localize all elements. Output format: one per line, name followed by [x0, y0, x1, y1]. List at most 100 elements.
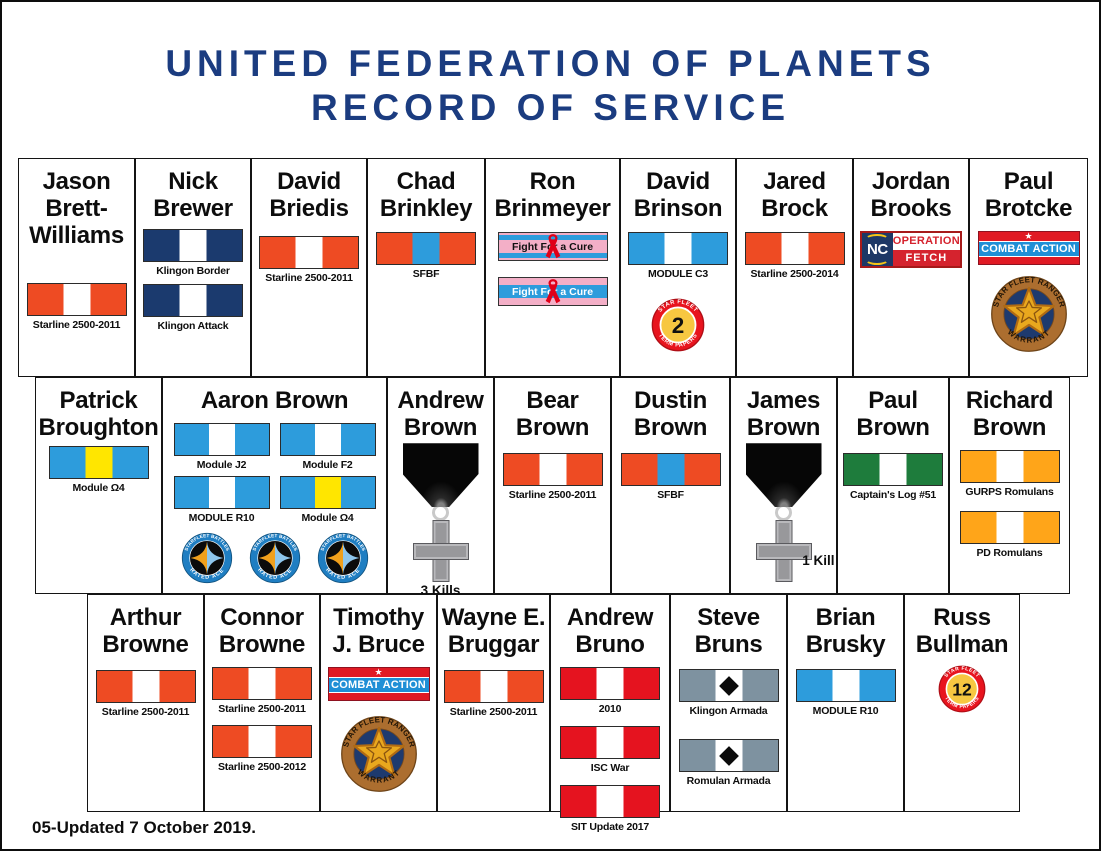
diamond-icon [718, 675, 739, 696]
person-name: Dustin Brown [633, 387, 708, 442]
ribbon-starline-2500-2011 [443, 670, 544, 704]
ribbon-sfbf [376, 232, 476, 266]
diamond-icon [718, 745, 739, 766]
record-cell-connor-browne: Connor Browne Starline 2500-2011 Starlin… [204, 594, 320, 812]
update-note: 05-Updated 7 October 2019. [32, 818, 256, 837]
ranger-star-icon [1002, 287, 1055, 337]
person-name: Bear Brown [515, 387, 590, 442]
ribbon-klingon-border [143, 229, 243, 263]
combat-action-text: COMBAT ACTION [978, 241, 1079, 258]
person-name: Timothy J. Bruce [332, 604, 425, 659]
ribbon-module-r10 [795, 669, 896, 703]
nc-arc-icon [865, 254, 890, 266]
record-cell-james-brown: James Brown 1 Kill [730, 377, 837, 594]
person-name: Jared Brock [761, 168, 828, 223]
person-name: David Brinson [633, 168, 723, 223]
person-name: Aaron Brown [200, 387, 349, 414]
ranger-warrant-badge: STAR FLEET RANGER WARRANT [990, 275, 1067, 353]
medal-drape-ribbon [402, 443, 479, 508]
record-cell-david-briedis: David Briedis Starline 2500-2011 [251, 158, 367, 377]
ribbon-fight-for-a-cure-1: Fight For a Cure [497, 232, 608, 262]
ribbon-label: SFBF [657, 489, 684, 502]
ribbon-module-omega4 [279, 476, 376, 510]
ribbon-pd-romulans [959, 511, 1060, 545]
record-cell-chad-brinkley: Chad Brinkley SFBF [367, 158, 485, 377]
record-cell-timothy-j-bruce: Timothy J. Bruce ★ COMBAT ACTION STAR FL… [320, 594, 437, 812]
ribbon-combat-action: ★ COMBAT ACTION [977, 231, 1080, 266]
person-name: Andrew Bruno [566, 604, 654, 659]
ribbon-label: Starline 2500-2012 [217, 761, 307, 774]
person-name: Jason Brett-Williams [29, 168, 124, 250]
ribbon-label: Starline 2500-2011 [32, 319, 121, 332]
person-name: Paul Brotcke [984, 168, 1073, 223]
record-cell-jared-brock: Jared Brock Starline 2500-2014 [736, 158, 853, 377]
record-cell-dustin-brown: Dustin Brown SFBF [611, 377, 730, 594]
ribbon-2010 [560, 667, 660, 701]
ribbon-label: Starline 2500-2011 [101, 706, 190, 719]
ribbon-label: Klingon Attack [157, 320, 229, 333]
ribbon-module-r10 [173, 476, 270, 510]
ribbon-starline-2500-2012 [212, 725, 312, 759]
ribbon-label: 2010 [598, 703, 622, 716]
rated-ace-medal: STARFLEET BATTLES RATED ACE [181, 532, 232, 584]
page-title: UNITED FEDERATION OF PLANETS RECORD OF S… [2, 42, 1099, 131]
ribbon-starline-2500-2011 [212, 667, 312, 701]
kill-cross-medal: 1 Kill [745, 443, 835, 583]
person-name: Andrew Brown [397, 387, 484, 442]
combat-action-text: COMBAT ACTION [328, 677, 429, 694]
ribbon-label: Starline 2500-2011 [449, 706, 538, 719]
ribbon-label: Captain's Log #51 [849, 489, 937, 502]
ribbon-label: Starline 2500-2011 [265, 272, 353, 285]
ribbon-label: PD Romulans [976, 547, 1043, 560]
awareness-ribbon-icon [545, 233, 560, 258]
person-name: Patrick Broughton [38, 387, 159, 442]
ranger-star-icon [352, 727, 405, 777]
record-cell-wayne-e-bruggar: Wayne E. Bruggar Starline 2500-2011 [437, 594, 550, 812]
ribbon-starline-2500-2011 [26, 283, 127, 317]
ribbon-label: Starline 2500-2014 [750, 268, 839, 281]
star-icon: ★ [1024, 231, 1033, 242]
record-cell-richard-brown: Richard Brown GURPS Romulans PD Romulans [949, 377, 1070, 594]
rated-ace-medal: STARFLEET BATTLES RATED ACE [249, 532, 300, 584]
ribbon-klingon-attack [143, 284, 243, 318]
rated-ace-medal: STARFLEET BATTLES RATED ACE [317, 532, 368, 584]
record-cell-bear-brown: Bear Brown Starline 2500-2011 [494, 377, 611, 594]
ranger-warrant-badge: STAR FLEET RANGER WARRANT [340, 715, 417, 793]
record-cell-brian-brusky: Brian Brusky MODULE R10 [787, 594, 904, 812]
record-cell-patrick-broughton: Patrick Broughton Module Ω4 [35, 377, 162, 594]
person-name: Steve Bruns [694, 604, 763, 659]
ribbon-label: Klingon Armada [689, 705, 768, 718]
ribbon-starline-2500-2011 [502, 453, 603, 487]
ribbon-label: MODULE R10 [188, 512, 255, 525]
operation-text: OPERATION [892, 233, 960, 250]
person-name: Paul Brown [856, 387, 930, 442]
ribbon-romulan-armada [678, 739, 779, 773]
ribbon-isc-war [560, 726, 660, 760]
ribbon-sit-update-2017 [560, 785, 660, 819]
person-name: Ron Brinmeyer [494, 168, 611, 223]
nc-arc-icon [865, 234, 890, 245]
record-cell-jordan-brooks: Jordan Brooks NC OPERATION FETCH [853, 158, 969, 377]
ribbon-module-omega4 [48, 446, 149, 480]
ribbon-label: GURPS Romulans [965, 486, 1054, 499]
ribbon-label: MODULE R10 [812, 705, 879, 718]
ribbon-captains-log-51 [843, 453, 943, 487]
ribbon-nc-operation-fetch: NC OPERATION FETCH [860, 231, 962, 269]
person-name: Jordan Brooks [870, 168, 952, 223]
ribbon-label: Starline 2500-2011 [218, 703, 306, 716]
person-name: Richard Brown [965, 387, 1054, 442]
ribbon-fight-for-a-cure-2: Fight For a Cure [497, 277, 608, 307]
record-cell-paul-brotcke: Paul Brotcke ★ COMBAT ACTION STAR FLEET … [969, 158, 1088, 377]
record-cell-russ-bullman: Russ Bullman STAR FLEET TERM PAPERS 12 [904, 594, 1020, 812]
medal-drape-ribbon [745, 443, 822, 508]
ribbon-starline-2500-2011 [259, 236, 359, 270]
record-cell-david-brinson: David Brinson MODULE C3 STAR FLEET TERM … [620, 158, 736, 377]
person-name: Chad Brinkley [379, 168, 473, 223]
ribbon-starline-2500-2014 [744, 232, 845, 266]
ribbon-module-f2 [279, 423, 376, 457]
ribbon-label: Module J2 [196, 459, 247, 472]
cross-icon [412, 520, 469, 583]
ribbon-label: Module Ω4 [72, 482, 125, 495]
record-cell-steve-bruns: Steve Bruns Klingon Armada Romulan Armad… [670, 594, 787, 812]
